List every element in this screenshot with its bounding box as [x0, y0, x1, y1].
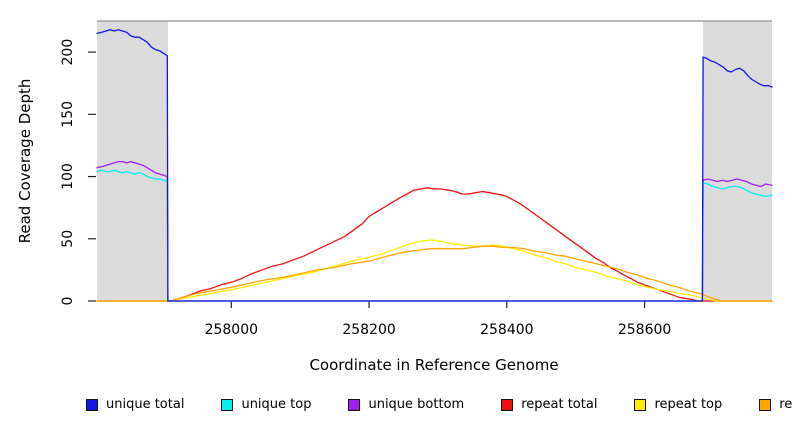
legend-swatch-icon [221, 398, 234, 411]
y-axis-title: Read Coverage Depth [16, 78, 34, 244]
legend-item-repeat-top: repeat top [634, 397, 722, 412]
legend-item-repeat-bottom: repeat bottom [759, 397, 792, 412]
legend-swatch-icon [634, 398, 647, 411]
y-tick-label: 100 [60, 163, 76, 190]
y-tick-label: 200 [60, 39, 76, 66]
legend-swatch-icon [759, 398, 772, 411]
series-line-repeat-total [96, 187, 773, 302]
series-line-repeat-bottom [96, 245, 773, 302]
x-tick-label: 258400 [480, 322, 533, 338]
series-line-unique-bottom [96, 160, 773, 302]
legend: unique total unique top unique bottom repea… [86, 397, 792, 412]
legend-label: repeat top [654, 397, 723, 412]
legend-item-unique-total: unique total [86, 397, 184, 412]
legend-label: repeat bottom [779, 397, 792, 412]
shaded-region-1 [703, 21, 772, 302]
x-tick-label: 258000 [205, 322, 258, 338]
y-tick-label: 0 [60, 297, 76, 306]
series-line-unique-top [96, 169, 773, 302]
legend-item-unique-bottom: unique bottom [348, 397, 464, 412]
legend-item-repeat-total: repeat total [501, 397, 597, 412]
legend-item-unique-top: unique top [221, 397, 311, 412]
legend-label: unique top [241, 397, 312, 412]
legend-label: repeat total [521, 397, 598, 412]
x-tick-label: 258600 [618, 322, 671, 338]
legend-swatch-icon [348, 398, 361, 411]
legend-swatch-icon [86, 398, 98, 411]
y-tick-label: 150 [60, 101, 76, 128]
legend-swatch-icon [501, 398, 514, 411]
x-tick-label: 258200 [342, 322, 395, 338]
y-tick-label: 50 [60, 230, 76, 248]
legend-label: unique bottom [368, 397, 465, 412]
series-line-unique-total [96, 29, 773, 302]
x-axis-title: Coordinate in Reference Genome [309, 356, 559, 374]
legend-label: unique total [106, 397, 185, 412]
